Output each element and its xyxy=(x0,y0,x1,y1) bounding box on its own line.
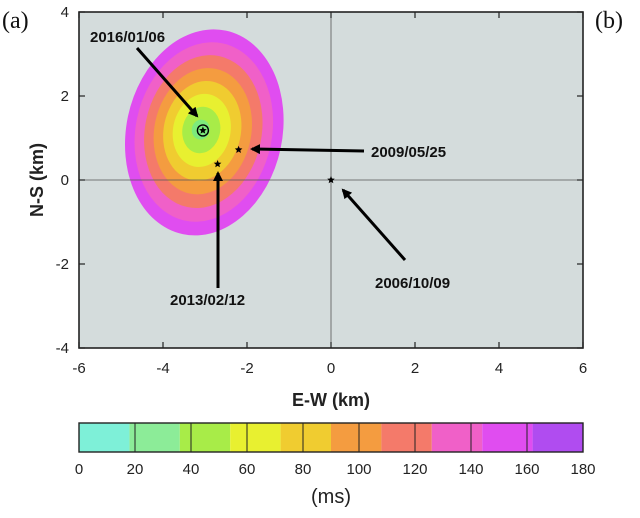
label-2013-02-12: 2013/02/12 xyxy=(170,292,245,309)
y-tick-label: 0 xyxy=(61,172,69,189)
event-star-2013-02-12 xyxy=(213,160,222,168)
x-axis: -6 -4 -2 0 2 4 6 xyxy=(72,12,587,377)
colorbar-segment xyxy=(532,423,583,452)
colorbar-segment xyxy=(179,423,231,452)
y-tick-label: 2 xyxy=(61,88,69,105)
y-tick-label: 4 xyxy=(61,4,69,21)
colorbar-segment xyxy=(79,423,130,452)
event-star-2009-05-25 xyxy=(234,145,243,153)
colorbar-segment xyxy=(482,423,533,452)
colorbar-tick-label: 180 xyxy=(570,461,595,478)
panel-label-a: (a) xyxy=(2,8,29,34)
colorbar-segment xyxy=(331,423,382,452)
y-axis-title: N-S (km) xyxy=(27,143,47,217)
x-tick-label: 0 xyxy=(327,360,335,377)
colorbar-tick-label: 160 xyxy=(514,461,539,478)
colorbar: 0 20 40 60 80 100 120 140 160 180 xyxy=(75,422,596,478)
colorbar-segment xyxy=(129,423,180,452)
panel-label-b: (b) xyxy=(595,8,623,34)
arrow-2016-01-06 xyxy=(135,47,199,118)
event-markers xyxy=(196,124,335,184)
colorbar-segment xyxy=(431,423,483,452)
x-tick-label: -4 xyxy=(156,360,169,377)
y-axis: 4 2 0 -2 -4 xyxy=(56,4,583,357)
colorbar-tick-label: 100 xyxy=(346,461,371,478)
x-tick-label: -6 xyxy=(72,360,85,377)
colorbar-segment xyxy=(381,423,432,452)
colorbar-tick-label: 20 xyxy=(127,461,144,478)
arrow-2006-10-09 xyxy=(341,188,407,261)
x-axis-title: E-W (km) xyxy=(292,390,370,410)
x-tick-label: 6 xyxy=(579,360,587,377)
event-star-2006-10-09 xyxy=(327,176,335,184)
label-2016-01-06: 2016/01/06 xyxy=(90,29,165,46)
colorbar-unit: (ms) xyxy=(311,486,351,508)
x-tick-label: -2 xyxy=(240,360,253,377)
x-tick-label: 2 xyxy=(411,360,419,377)
y-tick-label: -2 xyxy=(56,256,69,273)
colorbar-segment xyxy=(280,423,331,452)
y-tick-label: -4 xyxy=(56,340,69,357)
colorbar-tick-label: 60 xyxy=(239,461,256,478)
colorbar-tick-label: 120 xyxy=(402,461,427,478)
event-circle-2016-01-06 xyxy=(196,124,210,137)
event-annotations: 2016/01/06 2009/05/25 2013/02/12 2006/10… xyxy=(90,29,450,309)
x-tick-label: 4 xyxy=(495,360,503,377)
colorbar-segment xyxy=(230,423,281,452)
label-2006-10-09: 2006/10/09 xyxy=(375,275,450,292)
colorbar-tick-label: 140 xyxy=(458,461,483,478)
event-star-2016-01-06 xyxy=(199,126,207,134)
arrow-2009-05-25 xyxy=(250,144,365,155)
colorbar-tick-label: 80 xyxy=(295,461,312,478)
colorbar-tick-label: 40 xyxy=(183,461,200,478)
label-2009-05-25: 2009/05/25 xyxy=(371,144,446,161)
colorbar-tick-label: 0 xyxy=(75,461,83,478)
